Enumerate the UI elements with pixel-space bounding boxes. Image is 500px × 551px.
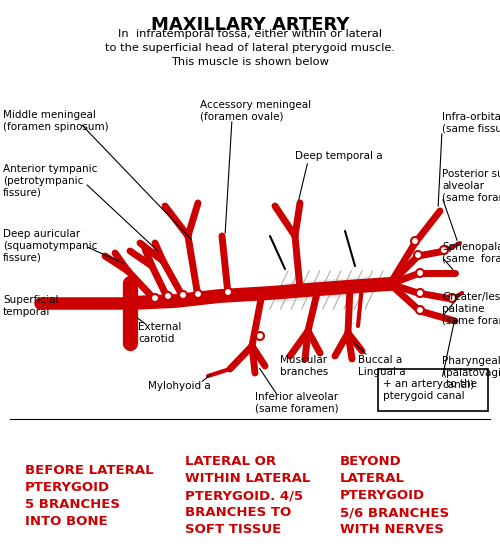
Text: Deep temporal a: Deep temporal a [295, 151, 382, 161]
Text: BEYOND
LATERAL
PTERYGOID
5/6 BRANCHES
WITH NERVES: BEYOND LATERAL PTERYGOID 5/6 BRANCHES WI… [340, 455, 449, 537]
Text: Superficial
temporal: Superficial temporal [3, 295, 58, 317]
Circle shape [224, 288, 232, 296]
Circle shape [414, 251, 422, 259]
Circle shape [416, 269, 424, 277]
Circle shape [448, 294, 456, 302]
Polygon shape [275, 276, 370, 303]
Text: BEFORE LATERAL
PTERYGOID
5 BRANCHES
INTO BONE: BEFORE LATERAL PTERYGOID 5 BRANCHES INTO… [25, 464, 154, 528]
Text: Infra-orbital
(same fissure): Infra-orbital (same fissure) [442, 112, 500, 134]
Text: + an artery to the
pterygoid canal: + an artery to the pterygoid canal [383, 379, 477, 401]
Text: Middle meningeal
(foramen spinosum): Middle meningeal (foramen spinosum) [3, 110, 108, 132]
Text: Sphenopalatine
(same  foramen): Sphenopalatine (same foramen) [442, 242, 500, 264]
Text: Buccal a
Lingual a: Buccal a Lingual a [358, 355, 406, 377]
Circle shape [151, 294, 159, 302]
Text: Pharyngeal
(palatovaginal
canal): Pharyngeal (palatovaginal canal) [442, 356, 500, 390]
Text: Muscular
branches: Muscular branches [280, 355, 328, 377]
Text: Deep auricular
(squamotympanic
fissure): Deep auricular (squamotympanic fissure) [3, 229, 98, 263]
Text: LATERAL OR
WITHIN LATERAL
PTERYGOID. 4/5
BRANCHES TO
SOFT TISSUE: LATERAL OR WITHIN LATERAL PTERYGOID. 4/5… [185, 455, 310, 537]
Circle shape [179, 291, 187, 299]
Text: Inferior alveolar
(same foramen): Inferior alveolar (same foramen) [255, 392, 338, 414]
Circle shape [416, 289, 424, 297]
Text: Greater/lesser
palatine
(same foramina): Greater/lesser palatine (same foramina) [442, 293, 500, 326]
Text: MAXILLARY ARTERY: MAXILLARY ARTERY [151, 16, 349, 34]
Text: Posterior superior
alveolar
(same foramina): Posterior superior alveolar (same forami… [442, 169, 500, 203]
Text: Mylohyoid a: Mylohyoid a [148, 381, 211, 391]
Text: Accessory meningeal
(foramen ovale): Accessory meningeal (foramen ovale) [200, 100, 311, 122]
Circle shape [440, 246, 448, 254]
Circle shape [416, 306, 424, 314]
Text: Anterior tympanic
(petrotympanic
fissure): Anterior tympanic (petrotympanic fissure… [3, 164, 98, 198]
Circle shape [194, 290, 202, 298]
Bar [378, 369, 488, 411]
Text: In  infratemporal fossa, either within or lateral
to the superficial head of lat: In infratemporal fossa, either within or… [105, 29, 395, 67]
Circle shape [411, 237, 419, 245]
Circle shape [256, 332, 264, 340]
Text: External
carotid: External carotid [138, 322, 182, 344]
Circle shape [164, 292, 172, 300]
